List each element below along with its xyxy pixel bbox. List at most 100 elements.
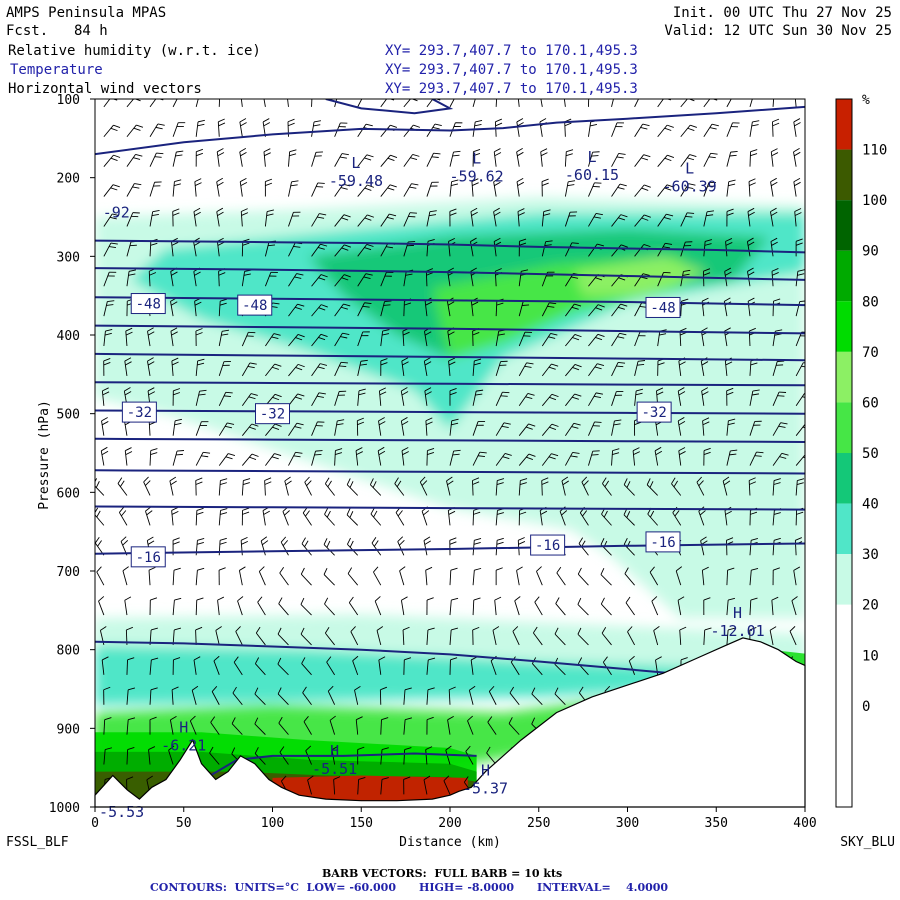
wind-barb (541, 393, 559, 407)
wind-barb (726, 627, 735, 645)
wind-barb (518, 238, 527, 257)
wind-barb (611, 361, 626, 377)
wind-barb (588, 99, 590, 107)
wind-barb (357, 214, 375, 227)
wind-barb (287, 99, 289, 107)
wind-barb (531, 687, 543, 706)
wind-barb (239, 178, 248, 197)
wind-barb (380, 154, 398, 167)
wind-barb (95, 536, 105, 556)
wind-barb (103, 213, 120, 227)
wind-barb (541, 363, 559, 377)
wind-barb (509, 686, 520, 706)
wind-barb (472, 451, 487, 466)
wind-barb (495, 453, 512, 466)
wind-barb (634, 154, 651, 167)
wind-barb (634, 388, 644, 406)
wind-barb (726, 208, 734, 227)
svg-text:-32: -32 (127, 405, 152, 421)
wind-barb (149, 448, 158, 466)
wind-barb (125, 327, 133, 347)
wind-barb (311, 304, 328, 317)
wind-barb (288, 303, 305, 317)
wind-barb (265, 333, 281, 347)
wind-barb (311, 363, 328, 377)
wind-barb (703, 627, 712, 645)
wind-barb (380, 213, 397, 227)
wind-barb (517, 99, 520, 107)
wind-barb (447, 716, 454, 735)
wind-barb (541, 209, 551, 227)
wind-barb (518, 423, 536, 436)
wind-barb (653, 626, 660, 646)
wind-barb (357, 388, 366, 406)
wind-barb (532, 626, 543, 646)
wind-barb (588, 333, 605, 347)
contour-label: -48 (237, 294, 273, 316)
wind-barb (795, 392, 805, 407)
wind-barb (611, 183, 627, 197)
wind-barb (449, 150, 461, 167)
wind-barb (540, 99, 543, 107)
wind-barb (195, 148, 204, 167)
wind-barb (772, 360, 785, 377)
wind-barb (168, 745, 175, 765)
wind-barb (240, 536, 248, 556)
colorbar-swatch (836, 503, 852, 555)
wind-barb (333, 776, 341, 795)
wind-barb (355, 447, 363, 466)
wind-barb (357, 359, 368, 377)
wind-barb (680, 183, 696, 197)
wind-barb (334, 332, 350, 347)
extremum-symbol: L (685, 160, 694, 178)
wind-barb (171, 357, 179, 376)
colorbar-swatch (836, 705, 852, 757)
colorbar-swatch (836, 554, 852, 605)
wind-barb (516, 566, 523, 586)
wind-barb (195, 626, 203, 645)
wind-barb (770, 148, 779, 167)
wind-barb (793, 566, 801, 586)
wind-barb (239, 118, 247, 137)
wind-barb (703, 268, 711, 287)
x-tick-label: 350 (705, 816, 728, 831)
wind-barb (288, 180, 299, 197)
wind-barb (680, 124, 697, 138)
wind-barb (300, 627, 312, 646)
wind-barb (495, 478, 505, 496)
wind-barb (171, 686, 179, 705)
wind-barb (395, 506, 405, 526)
wind-barb (703, 597, 711, 616)
colorbar-tick: 100 (862, 193, 887, 209)
wind-barb (565, 333, 582, 347)
wind-barb (795, 478, 805, 496)
y-tick-label: 200 (57, 172, 80, 187)
y-tick-label: 900 (57, 722, 80, 737)
wind-barb (218, 391, 233, 406)
temperature-contour (95, 105, 805, 156)
x-tick-label: 400 (793, 816, 816, 831)
wind-barb (657, 213, 674, 227)
wind-barb (288, 451, 303, 466)
wind-barb (233, 656, 243, 676)
wind-barb (303, 715, 312, 735)
wind-barb (302, 507, 312, 526)
wind-barb (794, 99, 797, 107)
wind-barb (126, 124, 144, 138)
wind-barb (563, 99, 566, 107)
wind-barb (311, 182, 325, 197)
wind-barb (301, 657, 312, 676)
y-tick-label: 400 (57, 329, 80, 344)
wind-barb (301, 537, 312, 556)
wind-barb (634, 360, 646, 377)
wind-barb (126, 657, 135, 675)
colorbar-swatch (836, 402, 852, 453)
wind-barb (443, 775, 451, 795)
wind-barb (701, 566, 709, 586)
extremum-value: -6.21 (161, 736, 206, 754)
wind-barb (380, 747, 389, 765)
wind-barb (103, 99, 118, 108)
wind-barb (331, 745, 339, 765)
wind-barb (195, 358, 205, 376)
wind-barb (588, 363, 605, 377)
